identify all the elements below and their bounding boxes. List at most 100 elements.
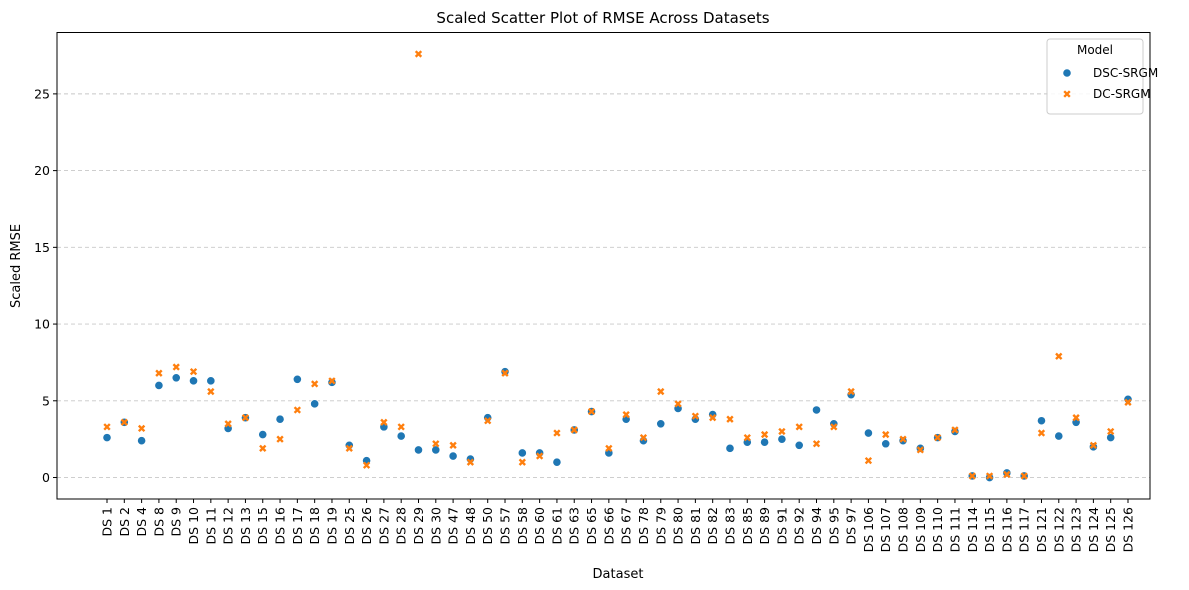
dc-srgm-point-ds-13 xyxy=(241,414,250,422)
dsc-srgm-point-ds-18 xyxy=(310,399,320,409)
dc-srgm-point-ds-89 xyxy=(760,430,769,439)
x-tick-label: DS 67 xyxy=(619,507,634,544)
x-tick-label: DS 80 xyxy=(671,507,686,544)
dsc-srgm-point-ds-91 xyxy=(777,434,787,444)
dsc-srgm-point-ds-17 xyxy=(292,374,302,384)
dsc-srgm-point-ds-8 xyxy=(154,380,164,391)
dc-srgm-point-ds-107 xyxy=(882,430,890,439)
x-tick-label: DS 94 xyxy=(809,507,824,544)
dsc-srgm-point-ds-47 xyxy=(448,451,458,461)
x-tick-label: DS 26 xyxy=(359,507,374,544)
dc-srgm-point-ds-109 xyxy=(916,446,924,454)
x-tick-label: DS 91 xyxy=(774,507,789,544)
dc-srgm-point-ds-15 xyxy=(259,444,267,453)
x-tick-label: DS 114 xyxy=(965,507,980,552)
x-tick-label: DS 83 xyxy=(722,507,737,544)
dsc-srgm-point-ds-83 xyxy=(725,443,735,453)
x-tick-label: DS 81 xyxy=(688,507,703,544)
x-tick-label: DS 126 xyxy=(1121,507,1136,552)
data-points xyxy=(102,50,1133,483)
x-tick-label: DS 107 xyxy=(878,507,893,552)
dc-srgm-point-ds-116 xyxy=(1003,470,1011,479)
dc-srgm-point-ds-18 xyxy=(311,380,319,388)
x-tick-label: DS 111 xyxy=(947,507,962,552)
dc-srgm-point-ds-2 xyxy=(120,418,128,426)
x-tick-label: DS 117 xyxy=(1017,507,1032,552)
x-tick-label: DS 121 xyxy=(1034,507,1049,552)
dsc-srgm-point-ds-16 xyxy=(275,414,285,424)
dc-srgm-point-ds-1 xyxy=(103,423,111,431)
dsc-srgm-point-ds-125 xyxy=(1106,433,1116,443)
dc-srgm-point-ds-126 xyxy=(1124,398,1132,406)
x-tick-label: DS 15 xyxy=(255,507,270,544)
x-tick-label: DS 12 xyxy=(221,507,236,544)
y-tick-label: 10 xyxy=(34,317,50,332)
dc-srgm-point-ds-60 xyxy=(535,452,544,460)
dc-srgm-point-ds-9 xyxy=(172,363,180,371)
gridlines xyxy=(57,93,1150,478)
x-tick-label: DS 106 xyxy=(861,507,876,552)
x-tick-label: DS 85 xyxy=(740,507,755,544)
dc-srgm-point-ds-19 xyxy=(328,377,336,385)
dc-srgm-point-ds-85 xyxy=(743,433,751,442)
y-tick-label: 5 xyxy=(42,393,50,408)
dc-srgm-point-ds-25 xyxy=(345,444,353,453)
x-axis-label: Dataset xyxy=(593,567,644,582)
dsc-srgm-point-ds-30 xyxy=(431,445,441,455)
x-tick-label: DS 89 xyxy=(757,507,772,544)
dsc-srgm-point-ds-89 xyxy=(759,437,770,447)
dsc-srgm-point-ds-11 xyxy=(206,376,216,386)
x-tick-label: DS 58 xyxy=(515,507,530,544)
dc-srgm-point-ds-16 xyxy=(276,435,284,443)
x-tick-label: DS 50 xyxy=(480,507,495,544)
dc-srgm-point-ds-4 xyxy=(137,424,146,433)
dc-srgm-point-ds-8 xyxy=(155,369,163,377)
x-tick-label: DS 29 xyxy=(411,507,426,544)
dc-srgm-point-ds-110 xyxy=(933,433,942,442)
dc-srgm-point-ds-66 xyxy=(605,444,613,453)
x-tick-label: DS 97 xyxy=(844,507,859,544)
dc-srgm-point-ds-17 xyxy=(293,406,302,414)
x-tick-label: DS 95 xyxy=(826,507,841,544)
x-tick-label: DS 78 xyxy=(636,507,651,544)
dc-srgm-point-ds-111 xyxy=(951,426,959,434)
dc-srgm-point-ds-65 xyxy=(587,407,596,416)
x-tick-label: DS 115 xyxy=(982,507,997,552)
legend-marker-dc-srgm xyxy=(1063,90,1071,98)
x-tick-label: DS 18 xyxy=(307,507,322,544)
dc-srgm-point-ds-10 xyxy=(189,367,198,376)
dc-srgm-point-ds-12 xyxy=(224,420,232,428)
legend-label-dc-srgm: DC-SRGM xyxy=(1093,87,1151,101)
dc-srgm-point-ds-26 xyxy=(362,461,371,469)
x-tick-label: DS 25 xyxy=(342,507,357,544)
dc-srgm-point-ds-97 xyxy=(847,387,855,396)
x-tick-label: DS 1 xyxy=(100,507,115,537)
x-tick-label: DS 65 xyxy=(584,507,599,544)
dc-srgm-point-ds-27 xyxy=(380,418,388,426)
y-tick-label: 20 xyxy=(34,163,50,178)
x-tick-label: DS 92 xyxy=(792,507,807,544)
x-tick-label: DS 108 xyxy=(896,507,911,552)
x-tick-label: DS 57 xyxy=(498,507,513,544)
x-tick-label: DS 125 xyxy=(1103,507,1118,552)
dc-srgm-point-ds-30 xyxy=(432,440,440,448)
dc-srgm-point-ds-83 xyxy=(726,415,734,423)
legend-circle-icon xyxy=(1062,68,1072,78)
x-tick-label: DS 4 xyxy=(134,507,149,537)
dsc-srgm-point-ds-61 xyxy=(552,457,562,467)
dsc-srgm-point-ds-29 xyxy=(413,445,424,455)
x-tick-label: DS 27 xyxy=(376,507,391,544)
dc-srgm-point-ds-92 xyxy=(795,423,803,431)
legend-box xyxy=(1046,38,1144,115)
dsc-srgm-point-ds-122 xyxy=(1054,431,1064,441)
x-tick-label: DS 48 xyxy=(463,507,478,544)
dc-srgm-point-ds-122 xyxy=(1055,352,1063,360)
dc-srgm-point-ds-106 xyxy=(864,456,873,465)
dc-srgm-point-ds-50 xyxy=(484,417,492,425)
x-tick-label: DS 110 xyxy=(930,507,945,552)
dsc-srgm-point-ds-28 xyxy=(396,431,406,441)
dc-srgm-point-ds-58 xyxy=(518,458,526,466)
dc-srgm-point-ds-124 xyxy=(1089,441,1098,449)
x-tick-label: DS 82 xyxy=(705,507,720,544)
dsc-srgm-point-ds-107 xyxy=(881,439,891,449)
